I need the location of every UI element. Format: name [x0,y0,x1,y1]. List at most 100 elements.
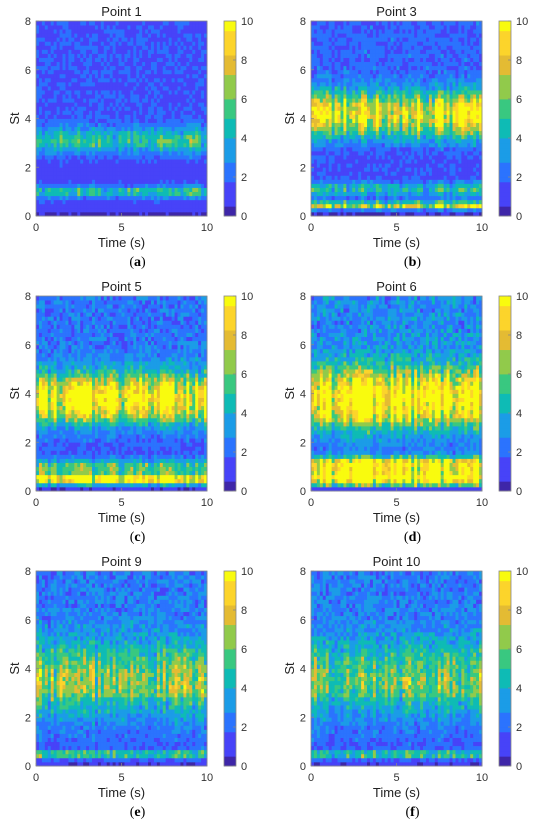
heatmap-cell [156,41,161,46]
heatmap-cell [378,142,383,148]
heatmap-cell [367,33,371,38]
heatmap-cell [402,159,406,164]
heatmap-cell [405,110,409,115]
heatmap-cell [411,175,415,180]
heatmap-cell [171,179,175,184]
heatmap-cell [414,41,418,46]
heatmap-cell [313,25,318,30]
heatmap-cell [136,114,140,119]
heatmap-cell [405,167,409,172]
heatmap-cell [355,159,359,164]
heatmap-cell [162,98,167,103]
heatmap-cell [162,155,167,160]
heatmap-cell [411,21,415,26]
heatmap-cell [381,155,386,160]
heatmap-cell [192,191,196,197]
heatmap-cell [328,195,333,201]
heatmap-cell [150,183,155,188]
heatmap-cell [393,69,397,75]
heatmap-cell [343,126,347,132]
heatmap-cell [171,167,175,172]
heatmap-cell [41,183,46,188]
heatmap-cell [130,138,134,144]
heatmap-cell [393,94,397,99]
heatmap-cell [325,49,330,54]
heatmap-cell [153,77,158,83]
heatmap-cell [402,183,406,188]
heatmap-cell [89,207,93,213]
heatmap-cell [121,33,125,38]
heatmap-cell [62,134,66,140]
heatmap-cell [319,25,324,30]
heatmap-cell [71,195,75,201]
heatmap-cell [423,211,427,217]
heatmap-cell [198,90,202,95]
heatmap-cell [136,98,140,103]
heatmap-cell [364,73,368,79]
heatmap-cell [71,207,75,213]
heatmap-cell [349,126,353,132]
heatmap-cell [337,203,341,209]
heatmap-cell [186,195,190,201]
heatmap-cell [142,94,146,99]
heatmap-cell [340,130,344,136]
heatmap-cell [94,151,99,156]
heatmap-cell [165,65,170,71]
heatmap-cell [337,102,341,107]
heatmap-cell [428,171,433,176]
heatmap-cell [405,33,409,38]
heatmap-cell [340,57,344,63]
heatmap-cell [44,77,49,83]
heatmap-cell [195,130,199,136]
heatmap-cell [142,53,146,58]
heatmap-cell [396,114,400,119]
heatmap-cell [405,45,409,50]
heatmap-cell [38,77,43,83]
heatmap-cell [50,207,55,213]
heatmap-cell [420,126,424,132]
heatmap-cell [372,21,377,26]
heatmap-cell [47,130,52,136]
heatmap-cell [86,73,90,79]
heatmap-cell [86,49,90,54]
heatmap-cell [328,211,333,217]
heatmap-cell [414,33,418,38]
heatmap-cell [159,77,164,83]
heatmap-cell [77,195,81,201]
heatmap-cell [322,94,327,99]
heatmap-cell [420,118,424,123]
heatmap-cell [204,179,208,184]
heatmap-cell [56,163,60,168]
heatmap-cell [186,98,190,103]
heatmap-cell [387,191,392,197]
heatmap-cell [334,167,338,172]
heatmap-cell [334,81,338,87]
heatmap-cell [387,33,392,38]
heatmap-cell [420,81,424,87]
heatmap-cell [59,211,63,217]
heatmap-cell [364,187,368,193]
heatmap-cell [393,53,397,58]
heatmap-cell [337,25,341,30]
heatmap-cell [204,53,208,58]
heatmap-cell [118,102,122,107]
heatmap-cell [150,90,155,95]
heatmap-cell [340,65,344,71]
heatmap-cell [201,65,205,71]
heatmap-cell [41,163,46,168]
heatmap-cell [378,187,383,193]
heatmap-cell [316,203,321,209]
heatmap-cell [65,155,69,160]
heatmap-cell [41,102,46,107]
heatmap-cell [201,110,205,115]
heatmap-cell [47,110,52,115]
heatmap-cell [428,81,433,87]
heatmap-cell [183,102,187,107]
heatmap-cell [50,130,55,136]
heatmap-cell [384,45,389,50]
heatmap-cell [77,146,81,152]
heatmap-cell [92,130,96,136]
heatmap-cell [174,45,178,50]
heatmap-cell [145,183,149,188]
heatmap-cell [168,159,173,164]
